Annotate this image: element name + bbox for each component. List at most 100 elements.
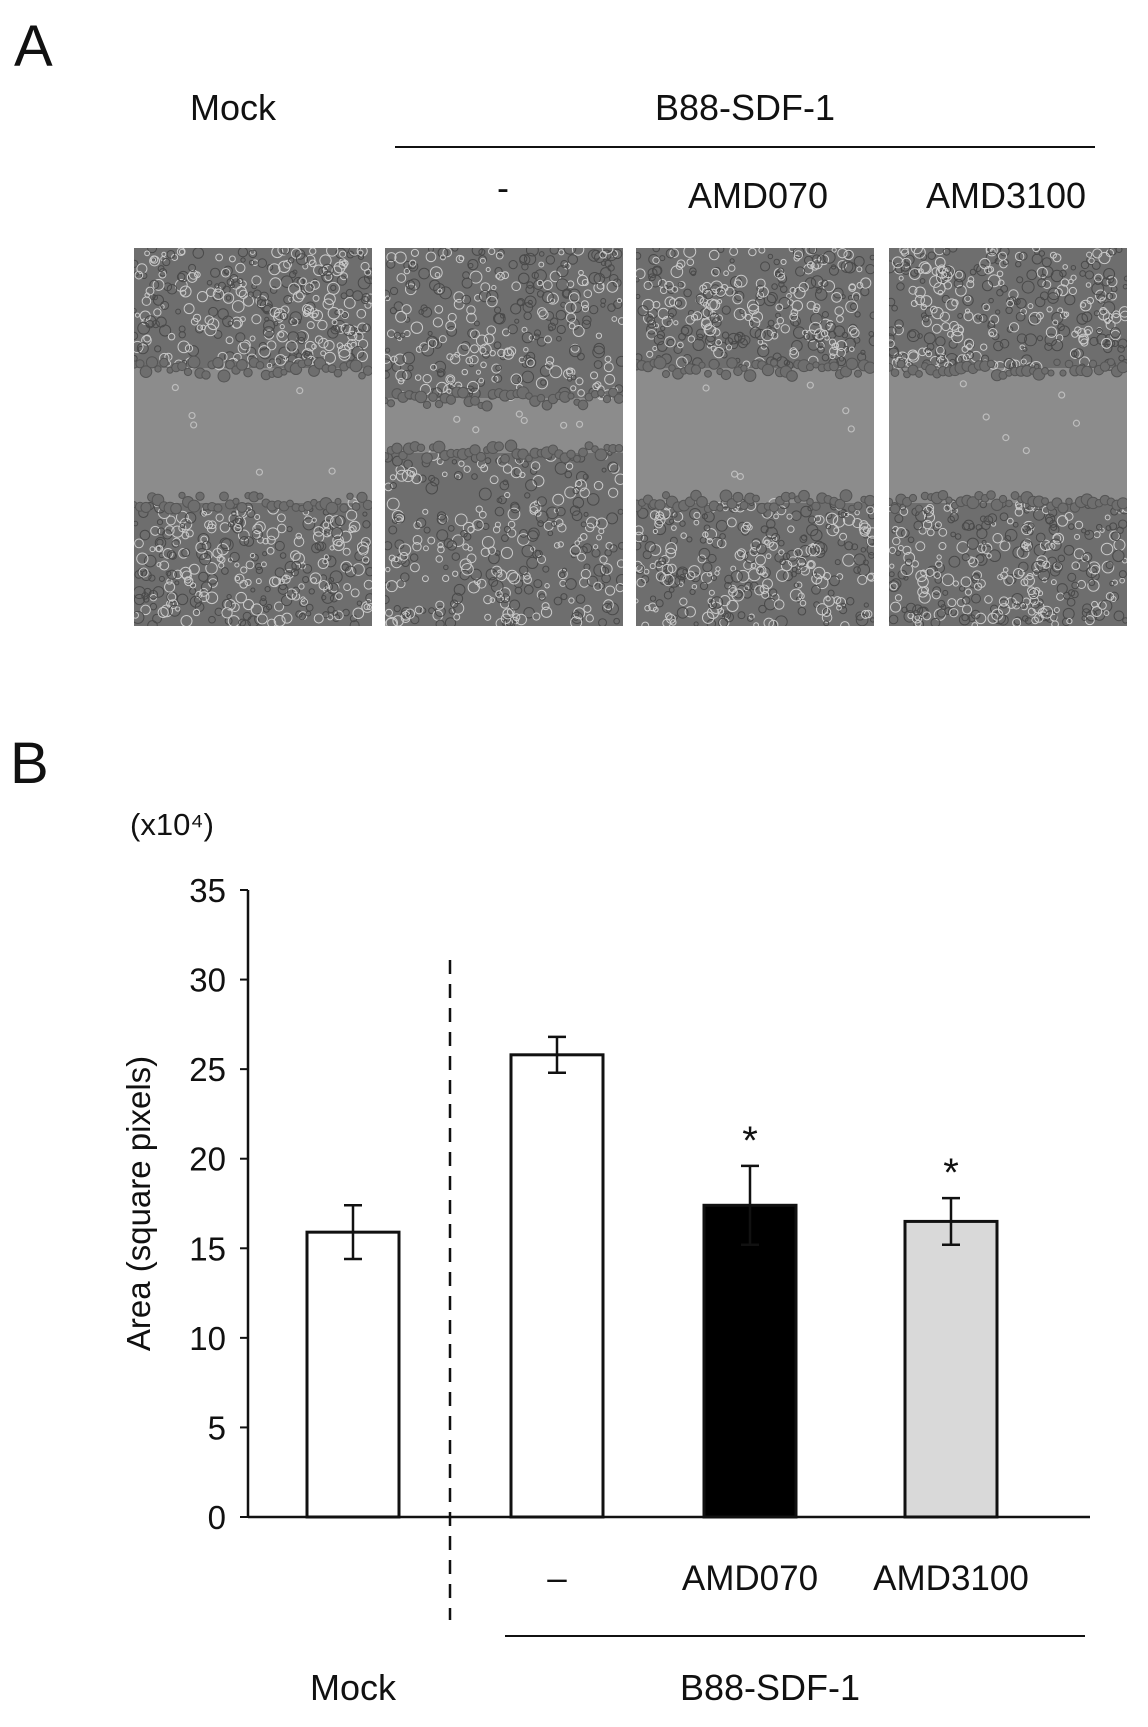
cell <box>980 343 988 351</box>
cell <box>229 273 239 283</box>
cell <box>446 375 454 383</box>
cell <box>1057 554 1066 563</box>
cell <box>480 361 487 369</box>
cell <box>953 278 964 289</box>
cell <box>931 323 942 334</box>
y-tick-label: 30 <box>189 962 226 999</box>
cell-edge <box>187 499 201 513</box>
cell <box>555 309 567 321</box>
cell <box>1034 613 1044 623</box>
cell <box>836 315 844 323</box>
cell <box>507 520 516 529</box>
cell <box>948 339 958 349</box>
cell-edge <box>853 369 863 378</box>
cell <box>846 597 855 606</box>
cell <box>710 345 717 352</box>
cell <box>540 606 553 618</box>
cell <box>410 615 420 625</box>
cell <box>652 606 659 613</box>
cell <box>552 493 565 506</box>
cell <box>889 333 895 344</box>
cell <box>854 311 861 318</box>
cell <box>288 317 296 325</box>
cell <box>142 596 150 603</box>
cell <box>529 501 542 514</box>
cell-edge <box>177 361 187 372</box>
floating-cell <box>520 416 528 425</box>
cell <box>918 591 931 604</box>
cell <box>501 534 509 542</box>
cell <box>1039 539 1052 552</box>
cell <box>525 248 539 257</box>
cell <box>750 540 762 551</box>
cell <box>537 307 547 317</box>
cell-edge <box>386 399 396 408</box>
cell <box>588 272 601 285</box>
cell <box>693 511 701 519</box>
cell <box>713 346 725 359</box>
cell <box>807 338 820 351</box>
cell-edge <box>716 504 724 512</box>
cell <box>1111 339 1119 348</box>
cell-edge <box>770 358 778 367</box>
cell <box>648 602 658 612</box>
cell-edge <box>986 490 996 500</box>
cell <box>686 536 693 543</box>
cell <box>581 279 589 287</box>
cell <box>546 292 559 305</box>
cell <box>334 515 346 527</box>
bar <box>305 1230 401 1519</box>
cell <box>235 262 246 274</box>
cell <box>791 300 804 312</box>
cell <box>467 259 479 271</box>
cell <box>336 342 344 349</box>
cell <box>134 538 144 549</box>
cell-edge <box>183 367 193 377</box>
cell <box>668 587 675 593</box>
cell <box>729 258 735 264</box>
cell <box>586 575 599 587</box>
cell <box>436 458 444 465</box>
cell <box>399 332 406 338</box>
cell <box>549 248 559 255</box>
cell <box>1050 269 1064 283</box>
cell <box>295 253 309 266</box>
cell <box>1022 346 1028 352</box>
cell <box>1042 560 1051 569</box>
cell <box>278 260 291 274</box>
cell <box>780 560 793 572</box>
cell <box>560 260 569 268</box>
cell <box>1121 557 1127 564</box>
cell <box>825 596 831 602</box>
cell-edge <box>416 443 426 453</box>
cell <box>701 288 708 295</box>
cell <box>757 344 770 358</box>
cell <box>1083 325 1093 335</box>
cell <box>385 358 393 372</box>
cell <box>708 600 718 610</box>
cell <box>780 258 787 266</box>
cell <box>615 355 623 367</box>
cell-edge <box>280 368 288 376</box>
cell <box>1021 280 1035 294</box>
cell <box>249 335 256 342</box>
cell <box>427 338 438 348</box>
cell <box>150 525 161 536</box>
cell <box>144 250 150 257</box>
cell <box>910 300 918 308</box>
cell <box>1051 620 1059 626</box>
bar <box>509 1053 605 1519</box>
cell <box>356 350 368 362</box>
cell <box>669 248 679 259</box>
cell <box>565 578 577 590</box>
cell <box>437 545 445 554</box>
cell <box>433 282 446 296</box>
cell <box>385 370 390 379</box>
cell <box>556 335 562 342</box>
cell <box>849 328 860 338</box>
cell <box>403 260 413 270</box>
cell <box>531 271 539 280</box>
cell <box>957 326 965 333</box>
cell <box>215 253 224 262</box>
cell <box>293 276 304 288</box>
